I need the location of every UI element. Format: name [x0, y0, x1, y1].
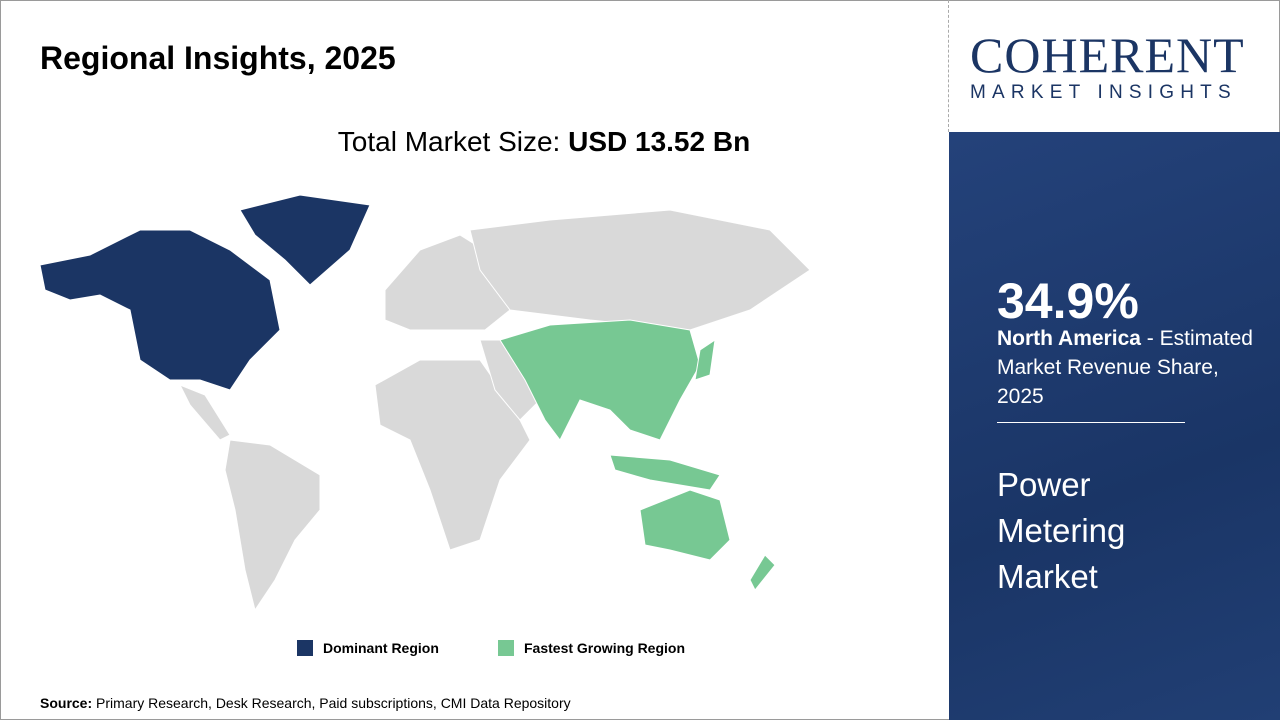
panel-divider — [997, 422, 1185, 423]
map-south-america — [224, 439, 321, 610]
share-desc-text: - Estimated Market Revenue Share, 2025 — [997, 327, 1253, 408]
market-size: Total Market Size: USD 13.52 Bn — [0, 126, 948, 158]
source-label: Source: — [40, 695, 93, 711]
share-description: North America - Estimated Market Revenue… — [997, 324, 1267, 411]
legend-dominant: Dominant Region — [297, 640, 439, 656]
map-north-america — [39, 229, 281, 391]
legend-label-fastest: Fastest Growing Region — [524, 640, 686, 656]
page-title: Regional Insights, 2025 — [40, 40, 396, 76]
market-size-label: Total Market Size: — [337, 126, 561, 157]
world-map — [39, 194, 811, 610]
logo-wordmark: COHERENT — [970, 27, 1245, 83]
map-russia — [469, 209, 811, 331]
map-africa — [374, 359, 531, 551]
legend-fastest: Fastest Growing Region — [498, 640, 685, 656]
map-greenland — [239, 194, 371, 286]
market-size-value: USD 13.52 Bn — [568, 126, 751, 157]
market-name: Power Metering Market — [997, 466, 1126, 595]
source-text: Primary Research, Desk Research, Paid su… — [92, 695, 571, 711]
source-note: Source: Primary Research, Desk Research,… — [40, 695, 571, 711]
map-asia-pacific — [499, 319, 701, 441]
share-region: North America — [997, 327, 1141, 350]
legend-swatch-fastest — [498, 640, 514, 656]
map-indonesia — [609, 454, 721, 491]
logo-tagline: MARKET INSIGHTS — [970, 82, 1237, 103]
logo: COHERENT MARKET INSIGHTS — [970, 30, 1260, 104]
map-central-america — [178, 384, 231, 441]
divider — [948, 0, 949, 132]
share-percent: 34.9% — [997, 273, 1139, 329]
legend-swatch-dominant — [297, 640, 313, 656]
map-new-zealand — [749, 554, 776, 591]
stats-panel: 34.9% North America - Estimated Market R… — [949, 132, 1280, 720]
legend-label-dominant: Dominant Region — [323, 640, 439, 656]
map-australia — [639, 489, 731, 561]
map-japan — [694, 338, 716, 381]
